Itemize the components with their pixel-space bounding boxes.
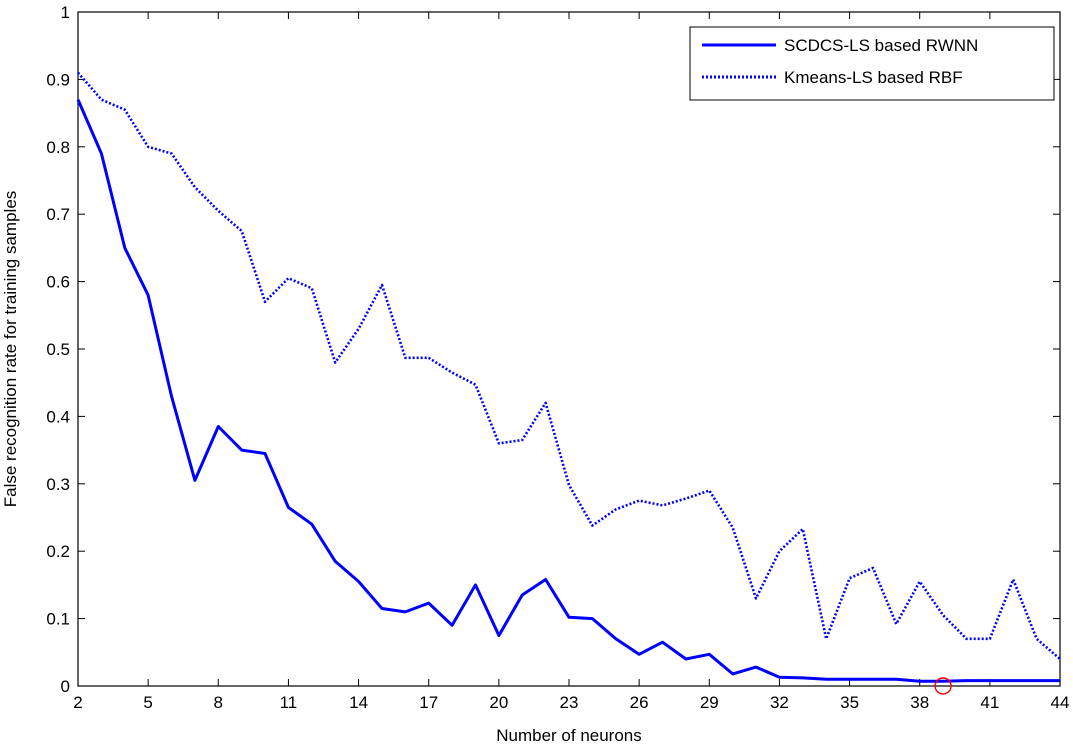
x-tick-label: 2 [73,693,82,712]
y-tick-label: 0.1 [46,610,70,629]
x-tick-label: 8 [214,693,223,712]
y-tick-label: 0.3 [46,475,70,494]
y-tick-label: 0.8 [46,138,70,157]
axis-ticks: 2 5 8 11 14 17 20 23 26 29 32 35 38 41 44 0 0.1 0.2 0.3 0.4… [46,3,1069,712]
x-tick-label: 26 [630,693,649,712]
x-tick-label: 23 [560,693,579,712]
y-tick-label: 0.9 [46,70,70,89]
legend: SCDCS-LS based RWNN Kmeans-LS based RBF [689,26,1055,101]
x-tick-label: 11 [280,693,298,712]
y-tick-label: 0 [61,677,70,696]
y-axis-label: False recognition rate for training samp… [1,191,20,508]
x-tick-label: 29 [700,693,719,712]
x-tick-label: 17 [419,693,438,712]
x-tick-label: 32 [770,693,789,712]
y-tick-label: 0.4 [46,407,70,426]
x-axis-label: Number of neurons [496,726,642,744]
series-line-scdcs-rwnn [76,99,1060,683]
plot-area [77,11,1061,687]
series-lines [76,71,1061,683]
x-tick-label: 5 [143,693,152,712]
legend-label-rwnn: SCDCS-LS based RWNN [784,36,978,55]
y-tick-label: 1 [61,3,70,22]
y-tick-label: 0.7 [46,205,70,224]
x-tick-label: 20 [489,693,508,712]
x-tick-label: 38 [910,693,929,712]
x-tick-label: 41 [980,693,999,712]
y-tick-label: 0.2 [46,542,70,561]
x-tick-label: 35 [840,693,859,712]
y-tick-label: 0.6 [46,273,70,292]
marker-layer [934,677,952,695]
legend-label-rbf: Kmeans-LS based RBF [784,68,963,87]
legend-box [689,26,1055,101]
x-tick-label: 44 [1051,693,1070,712]
x-tick-label: 14 [349,693,368,712]
optimum-marker [934,677,952,695]
y-tick-label: 0.5 [46,340,70,359]
